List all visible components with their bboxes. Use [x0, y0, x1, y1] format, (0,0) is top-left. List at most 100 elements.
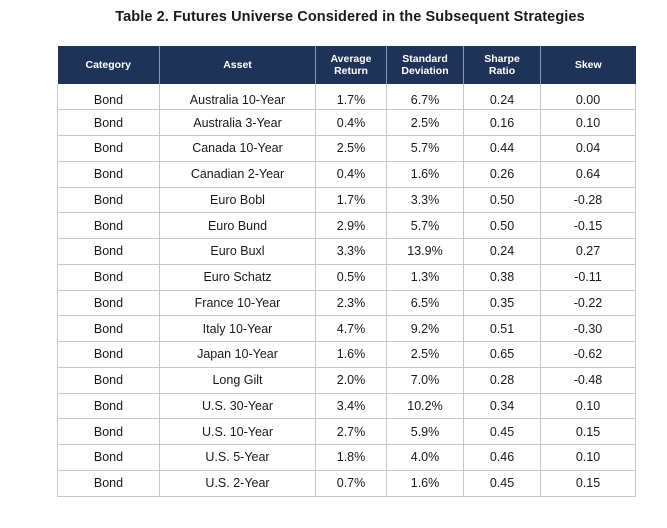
cell-average-return: 3.3% [315, 238, 387, 265]
cell-skew: -0.48 [540, 367, 636, 394]
cell-sharpe-ratio: 0.28 [463, 367, 541, 394]
cell-average-return: 2.9% [315, 212, 387, 239]
cell-asset: U.S. 5-Year [159, 444, 316, 471]
cell-average-return: 1.7% [315, 84, 387, 111]
cell-asset: Australia 3-Year [159, 109, 316, 136]
cell-sharpe-ratio: 0.35 [463, 290, 541, 317]
cell-sharpe-ratio: 0.45 [463, 418, 541, 445]
cell-asset: Australia 10-Year [159, 84, 316, 111]
table-row: Bond Canadian 2-Year 0.4% 1.6% 0.26 0.64 [57, 161, 636, 188]
cell-category: Bond [57, 161, 160, 188]
table-row: Bond Australia 3-Year 0.4% 2.5% 0.16 0.10 [57, 109, 636, 136]
cell-sharpe-ratio: 0.45 [463, 470, 541, 497]
table-row: Bond Japan 10-Year 1.6% 2.5% 0.65 -0.62 [57, 341, 636, 368]
cell-average-return: 2.3% [315, 290, 387, 317]
cell-skew: -0.11 [540, 264, 636, 291]
cell-average-return: 0.4% [315, 161, 387, 188]
cell-category: Bond [57, 367, 160, 394]
table-row: Bond Australia 10-Year 1.7% 6.7% 0.24 0.00 [57, 84, 636, 111]
table-row: Bond Canada 10-Year 2.5% 5.7% 0.44 0.04 [57, 135, 636, 162]
cell-average-return: 1.8% [315, 444, 387, 471]
cell-skew: 0.27 [540, 238, 636, 265]
cell-asset: Canadian 2-Year [159, 161, 316, 188]
cell-category: Bond [57, 444, 160, 471]
cell-sharpe-ratio: 0.51 [463, 315, 541, 342]
table-row: Bond Euro Schatz 0.5% 1.3% 0.38 -0.11 [57, 264, 636, 291]
cell-skew: -0.15 [540, 212, 636, 239]
column-header-sharpe-ratio: Sharpe Ratio [463, 46, 541, 84]
cell-sharpe-ratio: 0.44 [463, 135, 541, 162]
table-row: Bond U.S. 10-Year 2.7% 5.9% 0.45 0.15 [57, 418, 636, 445]
table-row: Bond Long Gilt 2.0% 7.0% 0.28 -0.48 [57, 367, 636, 394]
cell-skew: 0.04 [540, 135, 636, 162]
cell-skew: 0.10 [540, 109, 636, 136]
cell-standard-deviation: 6.5% [386, 290, 464, 317]
cell-skew: 0.10 [540, 393, 636, 420]
table-row: Bond Euro Buxl 3.3% 13.9% 0.24 0.27 [57, 238, 636, 265]
cell-standard-deviation: 2.5% [386, 109, 464, 136]
cell-category: Bond [57, 315, 160, 342]
cell-skew: 0.64 [540, 161, 636, 188]
cell-standard-deviation: 9.2% [386, 315, 464, 342]
average-return-line-1: Average [330, 53, 372, 65]
cell-standard-deviation: 13.9% [386, 238, 464, 265]
cell-skew: -0.28 [540, 187, 636, 214]
cell-asset: Euro Buxl [159, 238, 316, 265]
standard-deviation-line-2: Deviation [401, 65, 449, 77]
cell-standard-deviation: 1.3% [386, 264, 464, 291]
cell-average-return: 1.7% [315, 187, 387, 214]
cell-standard-deviation: 7.0% [386, 367, 464, 394]
cell-standard-deviation: 10.2% [386, 393, 464, 420]
cell-sharpe-ratio: 0.65 [463, 341, 541, 368]
header-row: Category Asset Average Return Standard D… [57, 46, 636, 84]
average-return-line-2: Return [334, 65, 368, 77]
cell-average-return: 2.5% [315, 135, 387, 162]
column-header-category: Category [85, 59, 131, 71]
cell-sharpe-ratio: 0.26 [463, 161, 541, 188]
cell-standard-deviation: 2.5% [386, 341, 464, 368]
cell-average-return: 2.0% [315, 367, 387, 394]
cell-standard-deviation: 5.7% [386, 212, 464, 239]
sharpe-ratio-line-2: Ratio [488, 65, 516, 77]
cell-category: Bond [57, 470, 160, 497]
cell-skew: -0.30 [540, 315, 636, 342]
cell-category: Bond [57, 264, 160, 291]
cell-asset: Italy 10-Year [159, 315, 316, 342]
cell-asset: U.S. 10-Year [159, 418, 316, 445]
cell-sharpe-ratio: 0.50 [463, 187, 541, 214]
cell-category: Bond [57, 393, 160, 420]
cell-category: Bond [57, 84, 160, 111]
cell-asset: U.S. 30-Year [159, 393, 316, 420]
cell-standard-deviation: 4.0% [386, 444, 464, 471]
cell-sharpe-ratio: 0.16 [463, 109, 541, 136]
cell-standard-deviation: 1.6% [386, 161, 464, 188]
cell-category: Bond [57, 212, 160, 239]
cell-average-return: 3.4% [315, 393, 387, 420]
table-title: Table 2. Futures Universe Considered in … [115, 9, 585, 25]
cell-asset: Euro Schatz [159, 264, 316, 291]
cell-standard-deviation: 5.7% [386, 135, 464, 162]
cell-average-return: 1.6% [315, 341, 387, 368]
cell-category: Bond [57, 290, 160, 317]
cell-sharpe-ratio: 0.24 [463, 84, 541, 111]
sharpe-ratio-line-1: Sharpe [484, 53, 520, 65]
cell-asset: Japan 10-Year [159, 341, 316, 368]
cell-sharpe-ratio: 0.46 [463, 444, 541, 471]
cell-average-return: 0.4% [315, 109, 387, 136]
table-row: Bond Italy 10-Year 4.7% 9.2% 0.51 -0.30 [57, 315, 636, 342]
cell-category: Bond [57, 418, 160, 445]
cell-standard-deviation: 5.9% [386, 418, 464, 445]
cell-standard-deviation: 6.7% [386, 84, 464, 111]
cell-sharpe-ratio: 0.50 [463, 212, 541, 239]
cell-asset: Long Gilt [159, 367, 316, 394]
cell-skew: 0.15 [540, 418, 636, 445]
table-header: Category Asset Average Return Standard D… [57, 46, 636, 84]
cell-sharpe-ratio: 0.24 [463, 238, 541, 265]
table-row: Bond Euro Bobl 1.7% 3.3% 0.50 -0.28 [57, 187, 636, 214]
cell-category: Bond [57, 135, 160, 162]
cell-category: Bond [57, 109, 160, 136]
standard-deviation-line-1: Standard [402, 53, 448, 65]
column-header-skew: Skew [540, 46, 636, 84]
cell-category: Bond [57, 238, 160, 265]
cell-asset: U.S. 2-Year [159, 470, 316, 497]
